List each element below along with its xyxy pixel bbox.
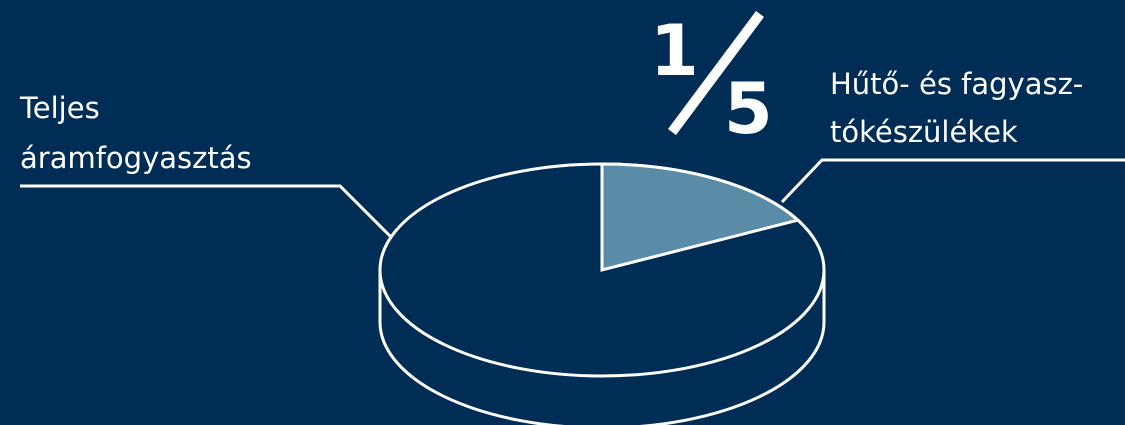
fraction-denominator: 5 bbox=[724, 68, 773, 150]
label-slice-line1: Hűtő- és fagyasz- bbox=[830, 67, 1083, 101]
leader-line-slice bbox=[780, 158, 1125, 204]
label-total-line1: Teljes bbox=[19, 91, 100, 125]
fraction-numerator: 1 bbox=[650, 10, 699, 92]
leader-line-total bbox=[20, 184, 392, 238]
label-slice-line2: tókészülékek bbox=[830, 115, 1018, 149]
label-total-line2: áramfogyasztás bbox=[20, 141, 252, 175]
pie-slice-highlight bbox=[600, 162, 801, 272]
fraction-slash bbox=[667, 11, 765, 135]
